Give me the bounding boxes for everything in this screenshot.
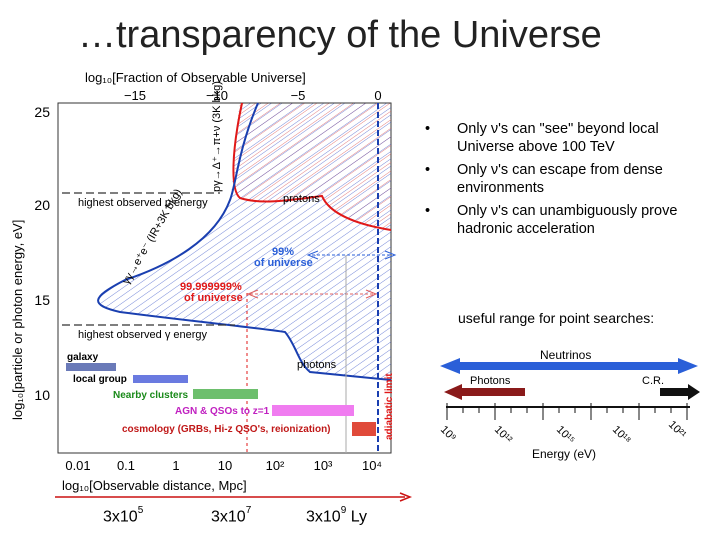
photon-opaque-region [98,103,392,380]
label-photons-spectrum: Photons [470,375,511,387]
bottom-tick-label: 10³ [314,458,333,473]
box-label: cosmology (GRBs, Hi-z QSO's, reionizatio… [122,424,331,435]
top-tick-label: 0 [374,88,381,103]
energy-axis-label: Energy (eV) [532,447,596,461]
energy-tick-label: 10²¹ [666,419,689,442]
label-highest-gamma: highest observed γ energy [78,329,208,341]
label-cr: C.R. [642,375,664,387]
bottom-tick-label: 0.1 [117,458,135,473]
bottom-tick-label: 10⁴ [362,458,382,473]
bottom-tick-label: 0.01 [65,458,90,473]
energy-tick-label: 10¹² [492,424,515,447]
label-99999-sub: of universe [184,292,243,304]
neutrinos-arrow [440,358,698,374]
bullet-item: • Only ν's can escape from dense environm… [425,162,663,196]
box-cosmology [352,422,376,436]
box-nearby-clusters [193,389,258,399]
box-label: galaxy [67,352,99,363]
energy-spectrum-diagram: Neutrinos Photons C.R. 10⁹ 10¹² 10¹⁵ 10¹… [438,348,700,461]
photons-arrow [444,384,525,400]
proton-curve [232,102,392,231]
label-highest-p: highest observed p energy [78,197,208,209]
ly-label: 3x105 [103,505,144,526]
label-99-sub: of universe [254,257,313,269]
bullet-item: • Only ν's can "see" beyond local Univers… [425,121,659,155]
box-label: AGN & QSOs to z=1 [175,406,270,417]
box-label: Nearby clusters [113,390,188,401]
label-photons: photons [297,359,337,371]
top-axis-label: log₁₀[Fraction of Observable Universe] [85,70,306,85]
label-99999: 99.999999% [180,281,242,293]
bottom-axis-label: log₁₀[Observable distance, Mpc] [62,478,247,493]
box-galaxy [66,363,116,371]
left-axis-label: log₁₀[particle or photon energy, eV] [10,220,25,420]
bottom-tick-label: 10 [218,458,232,473]
useful-range-label: useful range for point searches: [458,310,655,326]
energy-tick-label: 10¹⁵ [554,424,577,447]
bottom-tick-label: 10² [266,458,285,473]
top-tick-label: −15 [124,88,146,103]
ly-label: 3x109 Ly [306,505,368,526]
cr-arrow [660,384,700,400]
transparency-figure: log₁₀[Fraction of Observable Universe] −… [10,70,700,502]
slide-title: …transparency of the Universe [78,14,602,56]
left-tick-label: 20 [34,197,50,213]
label-adiabatic: adiabatic limit [384,373,395,440]
photon-curve [97,102,392,381]
ly-label: 3x107 [211,505,252,526]
label-neutrinos: Neutrinos [540,348,591,362]
left-tick-label: 25 [34,104,50,120]
box-local-group [133,375,188,383]
top-tick-label: −10 [206,88,228,103]
label-process-top: pγ→Δ⁺→π+ν (3K bkg) [211,81,223,192]
label-99: 99% [272,246,294,258]
energy-tick-label: 10¹⁸ [610,424,633,447]
energy-tick-label: 10⁹ [438,424,458,444]
bullet-item: • Only ν's can unambiguously prove hadron… [425,203,678,237]
left-tick-label: 10 [34,387,50,403]
bullet-list: • Only ν's can "see" beyond local Univers… [425,120,715,243]
box-agn [272,405,354,416]
left-tick-label: 15 [34,292,50,308]
bottom-tick-label: 1 [172,458,179,473]
top-tick-label: −5 [291,88,306,103]
label-protons: protons [283,193,320,205]
box-label: local group [73,374,127,385]
